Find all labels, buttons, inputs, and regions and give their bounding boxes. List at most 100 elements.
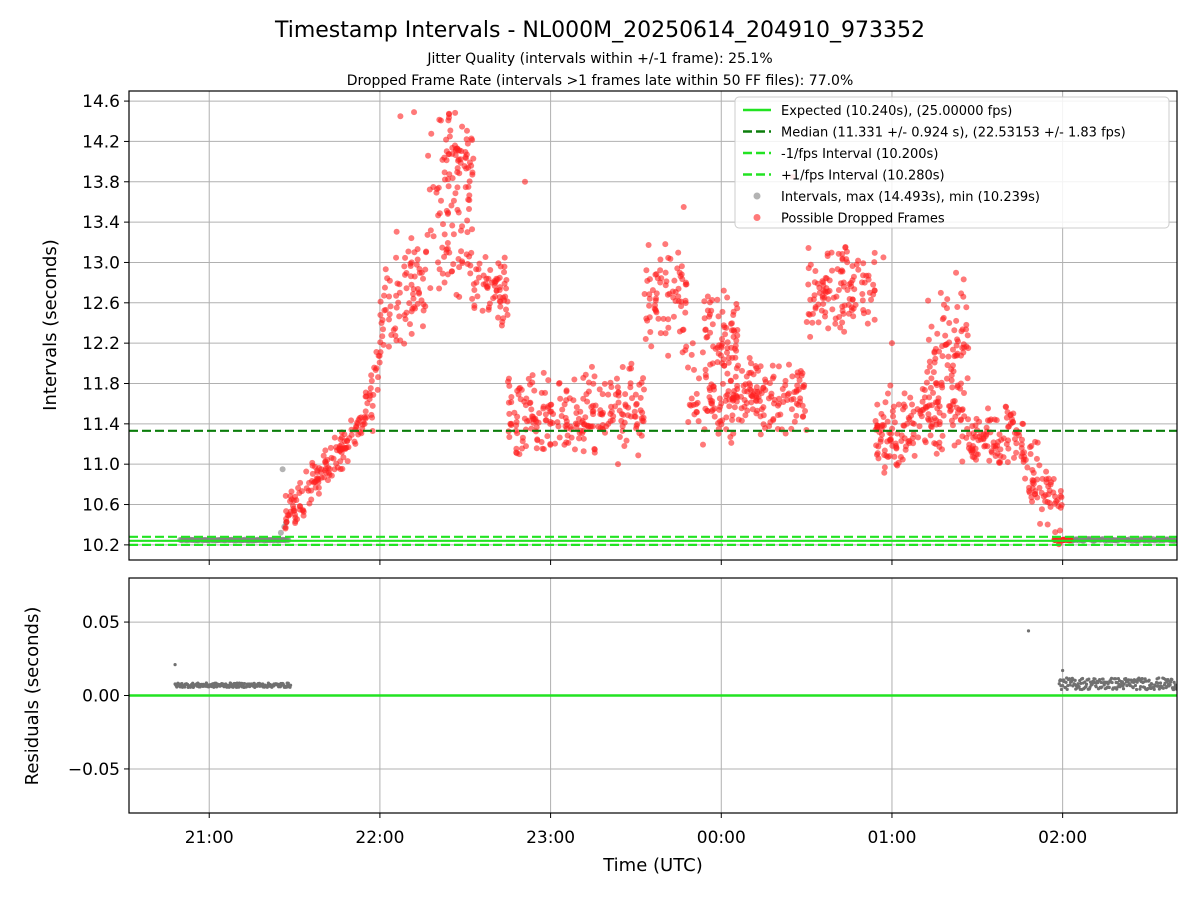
dropped-frame-point xyxy=(411,273,418,280)
dropped-frame-point xyxy=(910,420,917,427)
dropped-frame-point xyxy=(891,453,898,460)
dropped-frame-point xyxy=(871,259,878,266)
dropped-frame-point xyxy=(655,315,662,322)
legend-label: Median (11.331 +/- 0.924 s), (22.53153 +… xyxy=(781,126,1126,141)
residual-point xyxy=(237,685,241,689)
dropped-frame-point xyxy=(784,397,791,404)
dropped-frame-point xyxy=(714,296,721,303)
dropped-frame-point xyxy=(753,384,760,391)
dropped-frame-point xyxy=(613,375,620,382)
dropped-frame-point xyxy=(1058,501,1065,508)
dropped-frame-point xyxy=(1018,436,1025,443)
top-y-tick-label: 14.6 xyxy=(82,92,120,112)
dropped-frame-point xyxy=(791,389,798,396)
dropped-frame-point xyxy=(784,391,791,398)
dropped-frame-point xyxy=(1050,489,1057,496)
dropped-frame-point xyxy=(704,307,711,314)
dropped-frame-point xyxy=(663,278,670,285)
dropped-frame-point xyxy=(1021,453,1028,460)
dropped-frame-point xyxy=(547,441,554,448)
dropped-frame-point xyxy=(807,333,814,340)
top-y-tick-label: 12.6 xyxy=(82,294,120,314)
dropped-frame-point xyxy=(465,183,472,190)
dropped-frame-point xyxy=(624,412,631,419)
dropped-frame-point xyxy=(544,433,551,440)
dropped-frame-point xyxy=(841,328,848,335)
dropped-frame-point xyxy=(386,293,393,300)
dropped-frame-point xyxy=(954,336,961,343)
x-tick-label: 23:00 xyxy=(526,828,575,848)
dropped-frame-point xyxy=(662,330,669,337)
dropped-frame-point xyxy=(447,127,454,134)
dropped-frame-point xyxy=(944,362,951,369)
dropped-frame-point xyxy=(495,314,502,321)
dropped-frame-point xyxy=(456,170,463,177)
dropped-frame-point xyxy=(769,362,776,369)
dropped-frame-point xyxy=(579,419,586,426)
dropped-frame-point xyxy=(951,353,958,360)
dropped-frame-point xyxy=(953,317,960,324)
dropped-frame-point xyxy=(670,313,677,320)
dropped-frame-point xyxy=(378,320,385,327)
dropped-frame-point xyxy=(601,380,608,387)
dropped-frame-point xyxy=(725,359,732,366)
dropped-frame-point xyxy=(709,321,716,328)
dropped-frame-point xyxy=(848,307,855,314)
dropped-frame-point xyxy=(406,300,413,307)
dropped-frame-point xyxy=(489,279,496,286)
dropped-frame-point xyxy=(978,431,985,438)
legend-label: Intervals, max (14.493s), min (10.239s) xyxy=(781,190,1040,205)
dropped-frame-point xyxy=(870,281,877,288)
dropped-frame-point xyxy=(901,390,908,397)
dropped-frame-point xyxy=(790,396,797,403)
residual-point xyxy=(1107,685,1111,690)
dropped-frame-point xyxy=(894,462,901,469)
dropped-frame-point xyxy=(369,428,376,435)
dropped-frame-point xyxy=(948,417,955,424)
dropped-frame-point xyxy=(926,402,933,409)
dropped-frame-point xyxy=(456,293,463,300)
dropped-frame-point xyxy=(1050,476,1057,483)
dropped-frame-point xyxy=(445,183,452,190)
dropped-frame-point xyxy=(377,339,384,346)
dropped-frame-point xyxy=(463,165,470,172)
dropped-frame-point xyxy=(828,249,835,256)
legend-dot-swatch xyxy=(753,192,761,200)
intervals-plot: 10.2 10.6 11.0 11.4 11.8 12.2 12.6 13.0 13.4 13.8… xyxy=(82,90,1178,565)
dropped-frame-point xyxy=(662,241,669,248)
dropped-frame-point xyxy=(402,254,409,261)
dropped-frame-point xyxy=(459,260,466,267)
top-y-tick-label: 11.4 xyxy=(82,415,120,435)
dropped-frame-point xyxy=(416,266,423,273)
dropped-frame-point xyxy=(344,458,351,465)
dropped-frame-point xyxy=(370,391,377,398)
dropped-frame-point xyxy=(718,421,725,428)
dropped-frame-point xyxy=(348,417,355,424)
dropped-frame-point xyxy=(539,445,546,452)
dropped-frame-point xyxy=(964,332,971,339)
dropped-frame-point xyxy=(930,369,937,376)
dropped-frame-point xyxy=(720,287,727,294)
residual-point xyxy=(1146,687,1150,691)
dropped-frame-point xyxy=(744,388,751,395)
dropped-frame-point xyxy=(939,353,946,360)
dropped-frame-point xyxy=(755,367,762,374)
dropped-frame-point xyxy=(508,393,515,400)
dropped-frame-point xyxy=(628,360,635,367)
dropped-frame-point xyxy=(516,451,523,458)
legend-label: Expected (10.240s), (25.00000 fps) xyxy=(781,104,1012,119)
dropped-frame-point xyxy=(368,372,375,379)
dropped-frame-point xyxy=(369,402,376,409)
dropped-frame-point xyxy=(927,432,934,439)
dropped-frame-point xyxy=(525,375,532,382)
dropped-frame-point xyxy=(444,239,451,246)
dropped-frame-point xyxy=(315,490,322,497)
dropped-frame-point xyxy=(919,386,926,393)
dropped-frame-point xyxy=(951,327,958,334)
dropped-frame-point xyxy=(940,412,947,419)
dropped-frame-point xyxy=(946,320,953,327)
dropped-frame-point xyxy=(1034,476,1041,483)
dropped-frame-point xyxy=(559,406,566,413)
dropped-frame-point xyxy=(446,133,453,140)
dropped-frame-point xyxy=(642,336,649,343)
